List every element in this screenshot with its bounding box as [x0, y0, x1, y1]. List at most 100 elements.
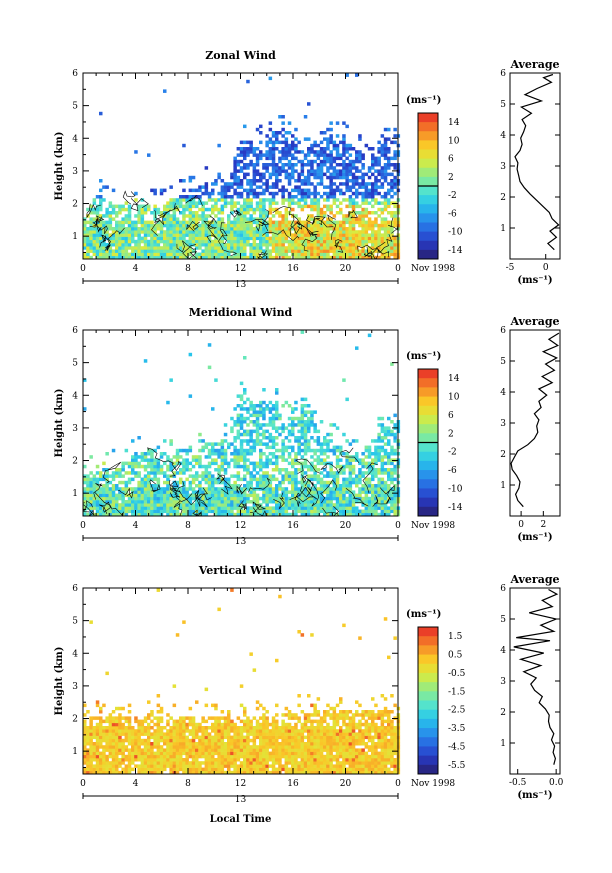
heatmap-cell: [118, 480, 122, 485]
heatmap-cell: [233, 506, 237, 510]
heatmap-cell: [121, 729, 125, 733]
heatmap-cell: [92, 748, 97, 752]
heatmap-cell: [329, 239, 333, 244]
heatmap-cell: [310, 477, 314, 482]
heatmap-cell: [153, 211, 157, 215]
heatmap-cell: [249, 512, 253, 517]
heatmap-cell: [102, 761, 106, 765]
heatmap-cell: [204, 249, 209, 253]
heatmap-cell: [243, 255, 247, 260]
heatmap-cell: [102, 484, 106, 488]
heatmap-cell: [140, 236, 145, 241]
heatmap-cell: [99, 729, 103, 733]
heatmap-cell: [220, 455, 225, 459]
heatmap-cell: [252, 477, 257, 482]
heatmap-cell: [127, 742, 132, 746]
heatmap-cell: [367, 506, 372, 510]
heatmap-cell: [367, 252, 372, 257]
heatmap-cell: [374, 233, 378, 237]
heatmap-cell: [371, 166, 375, 170]
heatmap-cell: [275, 230, 279, 234]
heatmap-cell: [159, 716, 164, 720]
heatmap-cell: [172, 455, 177, 459]
heatmap-cell: [297, 217, 301, 221]
heatmap-cell: [95, 496, 100, 501]
heatmap-cell: [323, 223, 327, 228]
heatmap-cell: [214, 201, 218, 205]
heatmap-cell: [124, 236, 129, 241]
heatmap-cell: [294, 416, 298, 421]
heatmap-cell: [319, 471, 324, 475]
heatmap-cell: [252, 195, 257, 199]
heatmap-cell: [239, 236, 244, 241]
heatmap-cell: [383, 480, 388, 485]
heatmap-cell: [211, 191, 215, 196]
x-tick-label: 0: [395, 264, 401, 274]
heatmap-cell: [147, 204, 151, 209]
heatmap-cell: [297, 461, 301, 466]
heatmap-cell: [355, 255, 359, 260]
heatmap-cell: [259, 442, 263, 446]
heatmap-cell: [355, 233, 359, 237]
heatmap-cell: [147, 461, 151, 466]
heatmap-cell: [217, 172, 221, 177]
heatmap-cell: [92, 751, 97, 756]
heatmap-cell: [233, 484, 237, 488]
heatmap-cell: [355, 252, 359, 257]
heatmap-cell: [361, 464, 365, 469]
heatmap-cell: [287, 490, 292, 494]
heatmap-cell: [367, 484, 372, 488]
heatmap-cell: [281, 227, 285, 231]
heatmap-cell: [131, 468, 135, 472]
heatmap-cell: [83, 464, 87, 469]
heatmap-cell: [220, 442, 225, 446]
heatmap-cell: [185, 230, 189, 234]
heatmap-cell: [95, 722, 100, 727]
heatmap-cell: [307, 426, 311, 430]
heatmap-cell: [143, 204, 148, 209]
heatmap-cell: [115, 512, 119, 517]
heatmap-cell: [150, 484, 154, 488]
heatmap-cell: [329, 137, 333, 141]
heatmap-cell: [92, 239, 97, 244]
heatmap-cell: [326, 448, 330, 453]
heatmap-cell: [214, 448, 218, 453]
heatmap-cell: [326, 204, 330, 209]
heatmap-cell: [380, 166, 385, 170]
heatmap-cell: [291, 490, 295, 494]
heatmap-cell: [223, 223, 228, 228]
heatmap-cell: [287, 452, 292, 456]
colorbar-tick-label: -6: [448, 209, 457, 219]
heatmap-cell: [374, 156, 378, 161]
heatmap-cell: [313, 490, 317, 494]
heatmap-cell: [220, 468, 225, 472]
heatmap-cell: [287, 179, 292, 183]
heatmap-cell: [345, 233, 349, 237]
heatmap-cell: [287, 461, 292, 466]
heatmap-cell: [204, 214, 209, 218]
heatmap-cell: [198, 195, 202, 199]
heatmap-cell: [259, 131, 263, 135]
heatmap-cell: [127, 758, 132, 762]
heatmap-cell: [147, 246, 151, 250]
heatmap-cell: [271, 255, 276, 260]
contour-line: [194, 490, 212, 507]
heatmap-cell: [355, 439, 359, 443]
heatmap-cell: [121, 255, 125, 260]
profile-line: [514, 73, 560, 251]
heatmap-cell: [115, 738, 119, 743]
heatmap-cell: [243, 230, 247, 234]
heatmap-cell: [351, 211, 356, 215]
heatmap-cell: [342, 378, 346, 382]
heatmap-cell: [227, 512, 231, 517]
heatmap-cell: [310, 468, 314, 472]
heatmap-cell: [134, 738, 138, 743]
heatmap-cell: [102, 220, 106, 225]
heatmap-cell: [390, 182, 394, 186]
heatmap-cell: [163, 732, 167, 736]
heatmap-cell: [217, 442, 221, 446]
heatmap-cell: [115, 748, 119, 752]
heatmap-cell: [108, 490, 113, 494]
heatmap-cell: [246, 439, 250, 443]
heatmap-cell: [278, 220, 282, 225]
